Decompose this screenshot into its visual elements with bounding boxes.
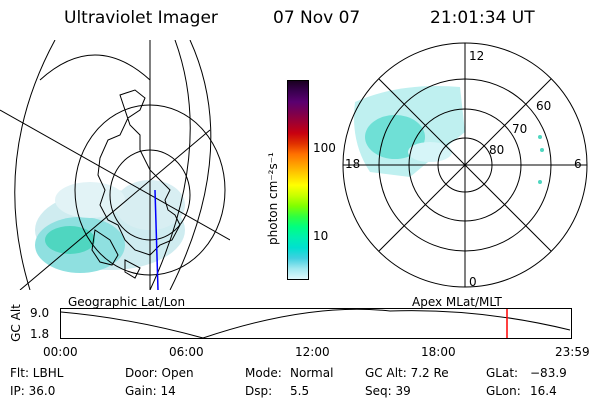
info-door: Door: Open [125, 366, 194, 380]
info-glon-value: 16.4 [530, 384, 557, 398]
colorbar-tick-10: 10 [313, 229, 329, 243]
geographic-label: Geographic Lat/Lon [68, 295, 186, 309]
polar-ring-label-70: 70 [512, 122, 527, 136]
info-glat-label: GLat: [486, 366, 519, 380]
altitude-plot-frame [60, 308, 572, 339]
polar-label-bottom: 0 [469, 275, 477, 289]
blue-meridian [154, 189, 159, 290]
altitude-ylabel: GC Alt [9, 304, 23, 342]
info-mode-label: Mode: [245, 366, 282, 380]
polar-label-top: 12 [469, 49, 484, 63]
info-dsp-label: Dsp: [245, 384, 273, 398]
observation-date: 07 Nov 07 [273, 8, 361, 28]
xtick-0600: 06:00 [169, 345, 204, 359]
info-ip: IP: 36.0 [10, 384, 56, 398]
xtick-2359: 23:59 [555, 345, 590, 359]
info-gcalt: GC Alt: 7.2 Re [365, 366, 449, 380]
polar-ring-label-80: 80 [489, 143, 504, 157]
latitude-arcs [0, 40, 230, 290]
apex-label: Apex MLat/MLT [412, 295, 502, 309]
observation-time: 21:01:34 UT [430, 8, 535, 28]
altitude-ymax: 9.0 [30, 306, 50, 320]
geographic-map [0, 40, 230, 290]
polar-plot: 12 6 18 0 60 70 80 [342, 42, 588, 289]
info-flt: Flt: LBHL [10, 366, 64, 380]
xtick-1800: 18:00 [421, 345, 456, 359]
info-glon-label: GLon: [486, 384, 521, 398]
polar-diagonal-2 [378, 78, 552, 252]
info-gain: Gain: 14 [125, 384, 176, 398]
info-dsp-value: 5.5 [290, 384, 310, 398]
colorbar-unit-label: photon cm⁻²s⁻¹ [266, 152, 280, 245]
instrument-title: Ultraviolet Imager [64, 8, 218, 28]
colorbar-tick-100: 100 [313, 141, 336, 155]
xtick-1200: 12:00 [295, 345, 330, 359]
xtick-0000: 00:00 [43, 345, 78, 359]
altitude-plot [60, 308, 572, 339]
info-mode-value: Normal [290, 366, 334, 380]
coastline [91, 89, 181, 279]
polar-label-left: 18 [345, 157, 360, 171]
info-seq: Seq: 39 [365, 384, 411, 398]
polar-ring-label-60: 60 [536, 99, 551, 113]
aurora-emission-polar [354, 86, 544, 184]
info-glat-value: −83.9 [530, 366, 567, 380]
altitude-ymin: 1.8 [30, 327, 50, 341]
colorbar [287, 80, 309, 280]
polar-label-right: 6 [574, 157, 582, 171]
altitude-curve [60, 308, 571, 339]
